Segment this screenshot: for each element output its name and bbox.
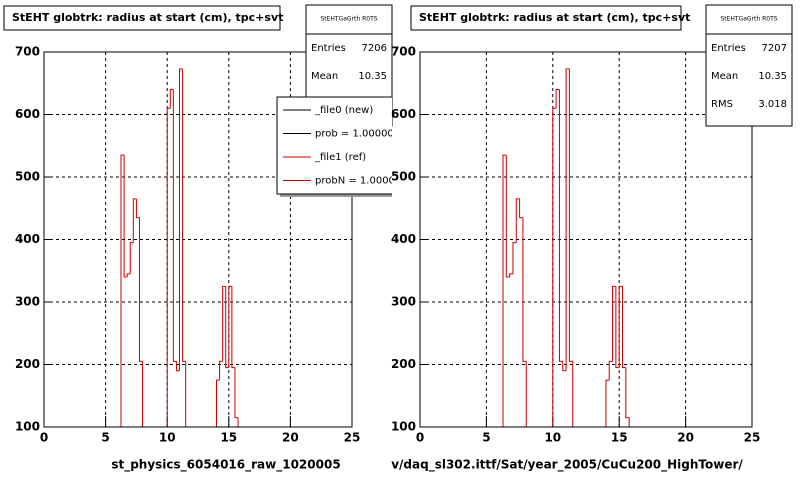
y-tick-label: 300 [15, 295, 40, 309]
histogram-bin [612, 285, 616, 362]
histogram-bin [225, 286, 229, 369]
histogram-bin [502, 154, 507, 427]
legend-label: _file1 (ref) [314, 152, 366, 163]
y-tick-label: 100 [15, 420, 40, 434]
x-tick-label: 25 [744, 431, 761, 445]
y-tick-label: 500 [391, 170, 416, 184]
plot-frame [419, 51, 753, 428]
x-tick-label: 15 [611, 431, 628, 445]
histogram-bin [169, 89, 174, 109]
histogram-bin [618, 285, 623, 368]
histogram-bin [615, 286, 620, 369]
histogram-bin [228, 285, 232, 368]
histogram-bin [568, 68, 573, 362]
histogram-bin [126, 273, 131, 277]
x-tick-label: 10 [159, 431, 176, 445]
histogram-bin [522, 217, 527, 362]
histogram-bin [172, 89, 177, 362]
histogram-bin [231, 286, 235, 369]
histogram-bin [179, 68, 183, 371]
x-tick-label: 20 [282, 431, 299, 445]
stats-box [705, 4, 793, 127]
x-tick-label: 0 [40, 431, 48, 445]
x-tick-label: 0 [416, 431, 424, 445]
x-axis-label: st_physics_6054016_raw_1020005 [111, 458, 340, 473]
histogram-panel: 100 200 300 400 500 600 700 0 5 10 15 20 25 st_physic… [3, 4, 408, 473]
histogram-bin [138, 217, 143, 362]
histogram-bin [555, 89, 560, 109]
histogram-bin [558, 89, 563, 362]
x-tick-label: 5 [101, 431, 109, 445]
histogram-bin [505, 155, 510, 278]
histogram-bin [512, 242, 517, 274]
stats-title: StEHTGaGrth R0TS [320, 16, 377, 23]
y-tick-label: 400 [15, 232, 40, 246]
histogram-bin [608, 360, 613, 381]
legend-box [276, 96, 392, 195]
y-tick-label: 700 [15, 45, 40, 59]
stats-label: Mean [311, 71, 338, 82]
x-tick-label: 10 [544, 431, 561, 445]
histogram-bin [234, 367, 239, 419]
y-tick-label: 400 [391, 232, 416, 246]
histogram-bin [215, 379, 220, 427]
histogram-bin [123, 155, 128, 278]
y-tick-label: 500 [15, 170, 40, 184]
y-tick-label: 600 [15, 107, 40, 121]
histogram-bin [515, 198, 520, 243]
y-tick-label: 700 [391, 45, 416, 59]
stats-value: 3.018 [758, 99, 787, 110]
histogram-bin [509, 273, 513, 277]
histogram-bin [175, 361, 180, 372]
histogram-panel: 100 200 300 400 500 600 700 0 5 10 15 20 25v/daq_sl3… [391, 4, 793, 473]
x-axis-label: v/daq_sl302.ittf/Sat/year_2005/CuCu200_H… [391, 458, 743, 473]
histogram-bin [625, 367, 630, 419]
stats-label: RMS [711, 99, 733, 110]
histogram-bin [605, 379, 610, 427]
x-tick-label: 15 [220, 431, 237, 445]
stats-value: 10.35 [758, 71, 787, 82]
stats-value: 7207 [762, 43, 787, 54]
histogram-bin [552, 107, 557, 427]
histogram-bin [182, 68, 186, 362]
histogram-bin [132, 198, 137, 243]
y-tick-label: 200 [15, 357, 40, 371]
stats-title: StEHTGaGrth R0TS [720, 16, 777, 23]
stats-label: Entries [311, 43, 346, 54]
stats-value: 10.35 [358, 71, 387, 82]
stats-label: Entries [711, 43, 746, 54]
histogram-bin [565, 68, 570, 371]
histogram-bin [219, 360, 223, 381]
stats-value: 7206 [362, 43, 387, 54]
histogram-bin [129, 242, 134, 274]
chart-title: StEHT globtrk: radius at start (cm), tpc… [12, 11, 283, 24]
x-tick-label: 5 [482, 431, 490, 445]
histogram-bin [622, 286, 626, 369]
histogram-bin [166, 107, 171, 427]
stats-label: Mean [711, 71, 738, 82]
y-tick-label: 100 [391, 420, 416, 434]
histogram-bin [222, 285, 226, 362]
x-tick-label: 20 [677, 431, 694, 445]
plot-frame [43, 51, 353, 428]
histogram-bin [135, 198, 140, 219]
histogram-bin [562, 361, 567, 372]
legend: _file0 (new) prob = 1.000000 _file1 (ref) p… [276, 96, 408, 197]
legend-label: _file0 (new) [314, 105, 373, 116]
x-tick-label: 25 [344, 431, 361, 445]
y-tick-label: 300 [391, 295, 416, 309]
y-tick-label: 600 [391, 107, 416, 121]
title-box [410, 5, 682, 31]
histogram-bin [519, 198, 523, 219]
y-tick-label: 200 [391, 357, 416, 371]
legend-label: probN = 1.000000 [315, 176, 408, 187]
title-box [3, 5, 281, 31]
chart-title: StEHT globtrk: radius at start (cm), tpc… [419, 11, 690, 24]
histogram-bin [120, 154, 125, 427]
legend-label: prob = 1.000000 [315, 129, 400, 140]
